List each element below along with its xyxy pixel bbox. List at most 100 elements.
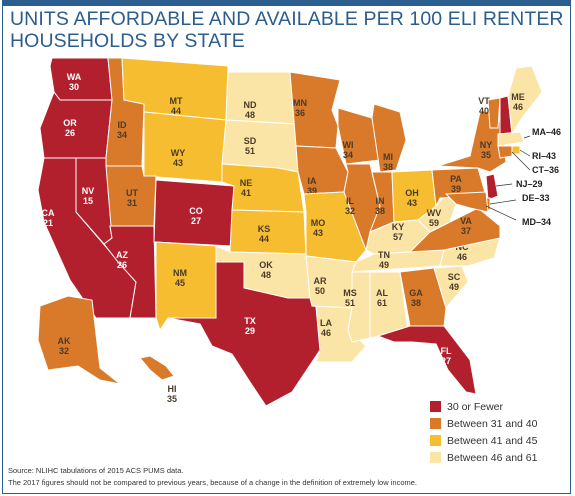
state-value-va: 37 [461, 226, 471, 236]
state-abbr-ny: NY [480, 140, 493, 150]
state-abbr-la: LA [320, 318, 332, 328]
state-abbr-ks: KS [258, 224, 271, 234]
state-value-mn: 36 [295, 108, 305, 118]
legend-label-cat3: Between 41 and 45 [447, 434, 538, 447]
leader-line-ma [523, 135, 531, 139]
state-abbr-sc: SC [448, 272, 461, 282]
state-value-ar: 50 [315, 286, 325, 296]
legend-swatch-cat2 [430, 418, 441, 429]
state-md: MD–34 [444, 191, 551, 227]
state-abbr-mn: MN [293, 98, 307, 108]
state-shape-ak [37, 295, 121, 385]
state-value-sd: 51 [245, 146, 255, 156]
state-abbr-id: ID [118, 120, 128, 130]
state-abbr-fl: FL [441, 346, 452, 356]
leader-line-ct [511, 151, 531, 171]
state-abbr-sd: SD [244, 136, 257, 146]
state-value-wi: 34 [343, 150, 353, 160]
leader-line-de [489, 199, 517, 205]
state-shape-ga [399, 267, 447, 327]
legend-item-cat3: Between 41 and 45 [430, 432, 538, 449]
footnote-source: Source: NLIHC tabulations of 2015 ACS PU… [8, 466, 184, 475]
state-shape-sc [433, 265, 469, 310]
state-label-de: DE–33 [522, 193, 550, 203]
state-abbr-in: IN [376, 196, 385, 206]
state-abbr-oh: OH [405, 188, 419, 198]
state-abbr-al: AL [376, 288, 388, 298]
top-bar [2, 0, 571, 6]
state-abbr-nc: NC [456, 242, 469, 252]
state-label-md: MD–34 [522, 217, 551, 227]
state-value-ak: 32 [59, 346, 69, 356]
state-abbr-me: ME [511, 92, 525, 102]
state-value-or: 26 [65, 128, 75, 138]
state-ma: MA–46 [497, 127, 561, 147]
state-value-fl: 27 [441, 356, 451, 366]
state-value-co: 27 [191, 216, 201, 226]
state-abbr-mi: MI [383, 152, 393, 162]
title-line-2: HOUSEHOLDS BY STATE [10, 30, 245, 52]
state-abbr-nv: NV [82, 186, 95, 196]
state-label-ma: MA–46 [532, 127, 561, 137]
state-shape-sd [221, 119, 299, 173]
legend-item-cat2: Between 31 and 40 [430, 415, 538, 432]
state-abbr-pa: PA [450, 174, 462, 184]
state-abbr-hi: HI [168, 384, 177, 394]
state-abbr-nd: ND [244, 100, 257, 110]
state-shape-hi [139, 355, 175, 381]
footnote-note: The 2017 figures should not be compared … [8, 478, 417, 487]
legend-label-cat1: 30 or Fewer [447, 400, 504, 413]
state-value-me: 46 [513, 102, 523, 112]
state-value-nh: 30 [499, 86, 509, 96]
state-shape-va [408, 207, 501, 253]
state-value-tx: 29 [245, 326, 255, 336]
state-value-la: 46 [321, 328, 331, 338]
state-shape-nm [155, 241, 217, 332]
state-shape-fl [376, 325, 477, 395]
state-value-oh: 43 [407, 198, 417, 208]
state-label-ct: CT–36 [532, 165, 559, 175]
figure-title: UNITS AFFORDABLE AND AVAILABLE PER 100 E… [10, 8, 570, 52]
state-abbr-or: OR [63, 118, 77, 128]
state-abbr-nm: NM [173, 268, 187, 278]
state-abbr-il: IL [346, 196, 355, 206]
legend-swatch-cat1 [430, 401, 441, 412]
state-value-mi: 38 [383, 162, 393, 172]
state-shape-mi [371, 103, 407, 173]
state-value-wv: 59 [429, 218, 439, 228]
state-abbr-mt: MT [170, 96, 183, 106]
state-shape-ma [497, 131, 525, 147]
state-value-ky: 57 [393, 232, 403, 242]
state-abbr-wy: WY [171, 148, 186, 158]
state-value-mo: 43 [313, 228, 323, 238]
state-abbr-ga: GA [409, 288, 423, 298]
state-value-ia: 39 [307, 186, 317, 196]
state-abbr-tn: TN [378, 250, 390, 260]
state-value-ks: 44 [259, 234, 269, 244]
state-label-ri: RI–43 [532, 151, 556, 161]
state-value-ne: 41 [241, 188, 251, 198]
state-abbr-wa: WA [67, 72, 82, 82]
state-nj: NJ–29 [485, 173, 543, 201]
state-value-wy: 43 [173, 158, 183, 168]
state-value-az: 26 [117, 260, 127, 270]
state-value-nd: 48 [245, 110, 255, 120]
state-value-il: 32 [345, 206, 355, 216]
state-abbr-ak: AK [58, 336, 71, 346]
state-shape-ne [221, 163, 305, 213]
state-value-id: 34 [117, 130, 127, 140]
